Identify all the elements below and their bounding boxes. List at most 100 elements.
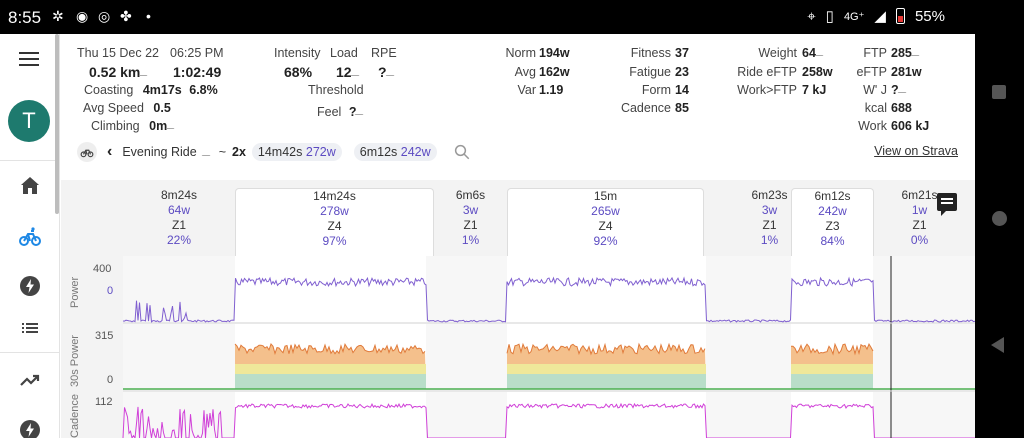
interval-power: 3w [462, 203, 479, 217]
chip-power: 242w [400, 145, 431, 159]
coasting-row: Coasting 4m17s 6.8% [84, 83, 218, 97]
search-icon[interactable] [453, 143, 471, 161]
load-value: 12 [336, 64, 352, 80]
back-button[interactable] [991, 337, 1004, 353]
cadence-plot [122, 392, 975, 438]
norm-value: 194w [539, 46, 570, 60]
form-label: Form [641, 83, 671, 97]
kcal-label: kcal [864, 101, 887, 115]
eftp-value: 281w [891, 65, 922, 79]
distance-field[interactable]: 0.52 km [89, 64, 154, 80]
interval-duration: 8m24s [160, 188, 198, 202]
ftp-field[interactable]: 285 [891, 46, 926, 60]
interval-header[interactable]: 14m24s 278w Z4 97% [235, 188, 434, 258]
interval-highlight [235, 256, 426, 322]
ftp-value: 285 [891, 46, 912, 60]
battery-level: 55% [914, 7, 945, 25]
menu-icon[interactable] [19, 52, 39, 66]
work-ftp-label: Work>FTP [737, 83, 797, 97]
interval-power: 3w [761, 203, 778, 217]
wprime-field[interactable]: ? [891, 83, 912, 97]
bike-icon[interactable] [77, 142, 97, 162]
battery-icon [895, 8, 905, 24]
power30-plot [123, 324, 975, 390]
interval-header[interactable]: 8m24s 64w Z1 22% [123, 188, 235, 258]
interval-header[interactable]: 6m21s 1w Z1 0% [877, 188, 962, 258]
eftp-label: eFTP [856, 65, 887, 79]
interval-power: 242w [818, 204, 847, 218]
norm-label: Norm [505, 46, 536, 60]
dot-icon: • [146, 8, 151, 24]
interval-header[interactable]: 6m6s 3w Z1 1% [434, 188, 507, 258]
home-button[interactable] [992, 211, 1007, 226]
avg-speed-label: Avg Speed [83, 101, 144, 115]
baseball-icon: ◎ [98, 8, 111, 24]
rpe-field[interactable]: ? [378, 64, 400, 80]
interval-duration: 14m24s [313, 189, 356, 203]
interval-percent: 97% [322, 234, 347, 248]
signal-icon: ◢ [874, 8, 886, 25]
interval-power: 1w [911, 203, 928, 217]
interval-chip[interactable]: 14m42s 272w [251, 143, 342, 161]
zone-band [791, 364, 873, 374]
form-value: 14 [675, 83, 689, 97]
intensity-value: 68% [284, 64, 313, 80]
climbing-row[interactable]: Climbing 0m [91, 119, 181, 133]
activity-charts[interactable]: Power 30s Power Cadence 400 0 315 0 112 [61, 34, 975, 438]
coasting-time: 4m17s [142, 83, 182, 97]
climbing-value: 0m [149, 119, 168, 133]
interval-zone: Z1 [912, 218, 927, 232]
coasting-label: Coasting [84, 83, 134, 97]
status-time: 8:55 [8, 8, 42, 27]
recents-button[interactable] [992, 85, 1006, 99]
avg-label: Avg [514, 65, 536, 79]
feel-field[interactable]: Feel ? [317, 105, 370, 119]
bolt-icon[interactable] [18, 274, 42, 298]
interval-power: 64w [167, 203, 190, 217]
interval-header[interactable]: 6m12s 242w Z3 84% [791, 188, 874, 258]
avatar[interactable]: T [8, 100, 50, 142]
interval-chip[interactable]: 6m12s 242w [353, 143, 437, 161]
feel-label: Feel [317, 105, 342, 119]
load-field[interactable]: 12 [336, 64, 365, 80]
interval-header[interactable]: 6m23s 3w Z1 1% [748, 188, 791, 258]
interval-power: 265w [591, 204, 620, 218]
weight-field[interactable]: 64 [802, 46, 830, 60]
home-icon[interactable] [18, 174, 42, 198]
interval-percent: 1% [461, 233, 480, 247]
zone-band [507, 364, 706, 374]
activity-start-time: 06:25 PM [170, 46, 224, 60]
avg-value: 162w [539, 65, 570, 79]
scrollbar[interactable] [55, 34, 59, 214]
fatigue-label: Fatigue [629, 65, 671, 79]
power-axis-label: Power [69, 276, 81, 308]
chevron-left-icon[interactable]: ‹ [107, 143, 113, 160]
weight-label: Weight [758, 46, 797, 60]
cadence-value: 85 [675, 101, 689, 115]
cadence-tick-max: 112 [95, 396, 113, 408]
interval-header[interactable]: 15m 265w Z4 92% [507, 188, 704, 258]
bike-icon[interactable] [18, 225, 42, 249]
comment-icon[interactable] [937, 193, 957, 216]
list-icon[interactable] [18, 316, 42, 340]
interval-percent: 1% [760, 233, 779, 247]
avg-speed-value: 0.5 [153, 101, 171, 115]
ride-tilde: ~ [218, 145, 226, 159]
view-on-strava-link[interactable]: View on Strava [874, 144, 958, 158]
activity-date: Thu 15 Dec 22 [77, 46, 159, 60]
fatigue-value: 23 [675, 65, 689, 79]
trend-icon[interactable] [18, 368, 42, 392]
power-line [122, 276, 975, 324]
var-value: 1.19 [539, 83, 564, 97]
intensity-label: Intensity [274, 46, 321, 60]
kcal-value: 688 [891, 101, 912, 115]
var-label: Var [517, 83, 536, 97]
bolt-icon[interactable] [18, 418, 42, 438]
feel-value: ? [348, 105, 357, 119]
interval-duration: 15m [593, 189, 618, 203]
zone-band [507, 374, 706, 389]
climbing-label: Climbing [91, 119, 140, 133]
interval-percent: 0% [910, 233, 929, 247]
avg-speed-row: Avg Speed 0.5 [83, 101, 171, 115]
ride-name[interactable]: Evening Ride [122, 145, 197, 159]
